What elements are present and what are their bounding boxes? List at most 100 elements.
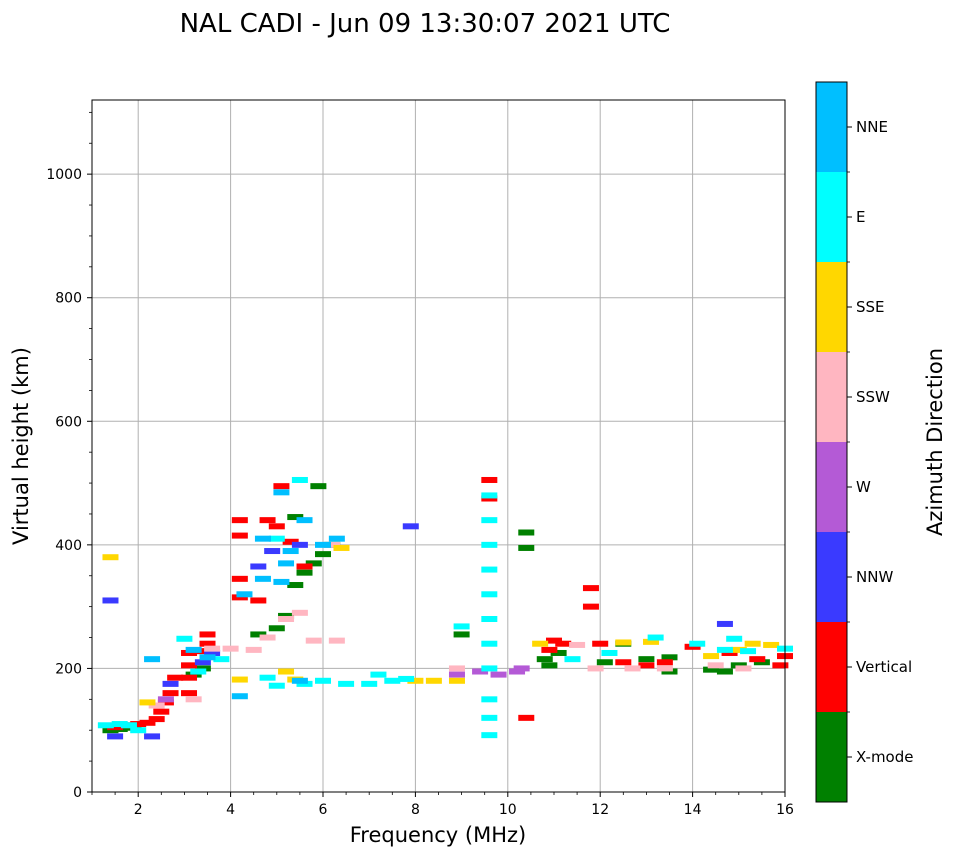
data-point — [721, 649, 738, 656]
colorbar-tick-label: E — [856, 208, 865, 226]
colorbar-segment — [816, 532, 847, 622]
data-point — [231, 532, 248, 539]
colorbar-tick-label: SSE — [856, 298, 885, 316]
data-point — [264, 548, 281, 555]
data-point — [661, 668, 678, 675]
data-point — [259, 634, 276, 641]
data-point — [509, 668, 526, 675]
data-point — [481, 591, 498, 598]
data-point — [296, 569, 313, 576]
x-tick-label: 16 — [776, 802, 794, 818]
data-point — [157, 696, 174, 703]
data-point — [643, 638, 660, 645]
data-point — [324, 541, 341, 548]
data-point — [268, 625, 285, 632]
colorbar-tick-label: Vertical — [856, 658, 912, 676]
data-point — [102, 727, 119, 734]
data-point — [162, 680, 179, 687]
data-point — [273, 489, 290, 496]
y-tick-label: 0 — [73, 785, 82, 801]
y-tick-label: 200 — [55, 661, 82, 677]
data-point — [541, 646, 558, 653]
data-point — [328, 637, 345, 644]
data-point — [763, 641, 780, 648]
data-point — [730, 662, 747, 669]
data-point — [199, 654, 216, 661]
data-point — [338, 680, 355, 687]
data-point — [546, 637, 562, 644]
data-point — [569, 641, 586, 648]
colorbar-segment — [816, 352, 847, 442]
data-point — [139, 719, 156, 726]
data-point — [453, 623, 470, 630]
data-point — [185, 646, 202, 653]
data-point — [315, 541, 331, 548]
data-point — [749, 656, 766, 663]
data-point — [513, 665, 530, 672]
data-point — [735, 665, 752, 672]
data-point — [250, 597, 267, 604]
data-point — [204, 649, 221, 656]
data-point — [726, 635, 743, 642]
data-point — [157, 699, 174, 706]
data-point — [130, 727, 147, 734]
data-point — [684, 643, 701, 650]
data-point — [638, 662, 655, 669]
data-point — [278, 616, 295, 622]
data-point — [638, 656, 655, 663]
data-point — [107, 733, 124, 740]
data-point — [254, 575, 271, 582]
data-point — [615, 659, 632, 666]
data-point — [162, 690, 179, 697]
colorbar-segment — [816, 172, 847, 262]
chart-title: NAL CADI - Jun 09 13:30:07 2021 UTC — [180, 9, 671, 39]
data-point — [278, 668, 295, 675]
colorbar-label: Azimuth Direction — [923, 348, 947, 536]
data-point — [185, 696, 202, 703]
data-point — [245, 646, 262, 653]
data-point — [582, 585, 599, 592]
data-point — [139, 699, 156, 706]
data-point — [268, 682, 285, 689]
colorbar-segment — [816, 82, 847, 172]
data-point — [555, 640, 572, 647]
data-point — [120, 722, 137, 729]
data-point — [250, 631, 267, 638]
data-point — [518, 529, 535, 536]
series-vertical — [107, 476, 793, 731]
data-point — [102, 597, 119, 604]
colorbar-tick-label: NNW — [856, 568, 893, 586]
data-point — [273, 483, 290, 490]
colorbar-tick-label: X-mode — [856, 748, 913, 766]
data-point — [532, 640, 549, 647]
data-point — [231, 693, 248, 700]
x-tick-label: 8 — [411, 802, 420, 818]
data-point — [481, 714, 498, 721]
plot-frame — [91, 99, 786, 793]
data-point — [490, 671, 507, 678]
data-point — [296, 563, 313, 570]
data-point — [661, 654, 678, 661]
data-point — [273, 578, 290, 585]
data-point — [716, 646, 733, 653]
data-point — [176, 635, 193, 642]
series-ssw — [148, 541, 752, 709]
data-point — [753, 659, 770, 666]
data-point — [268, 535, 285, 542]
data-point — [268, 523, 285, 530]
data-point — [282, 548, 299, 555]
data-point — [167, 674, 184, 681]
colorbar: X-mode Vertical NNW W SSW SSE E NNE — [815, 81, 913, 803]
data-points — [97, 476, 793, 740]
data-point — [481, 495, 498, 502]
x-axis-ticks: 2 4 6 8 10 12 14 16 — [91, 792, 794, 818]
series-nnw — [102, 523, 733, 740]
data-point — [361, 680, 378, 687]
data-point — [703, 653, 720, 660]
data-point — [231, 676, 248, 683]
series-sse — [102, 544, 780, 706]
series-x-mode — [102, 483, 770, 734]
data-point — [536, 656, 553, 663]
data-point — [601, 649, 618, 656]
colorbar-tick-label: NNE — [856, 118, 888, 136]
